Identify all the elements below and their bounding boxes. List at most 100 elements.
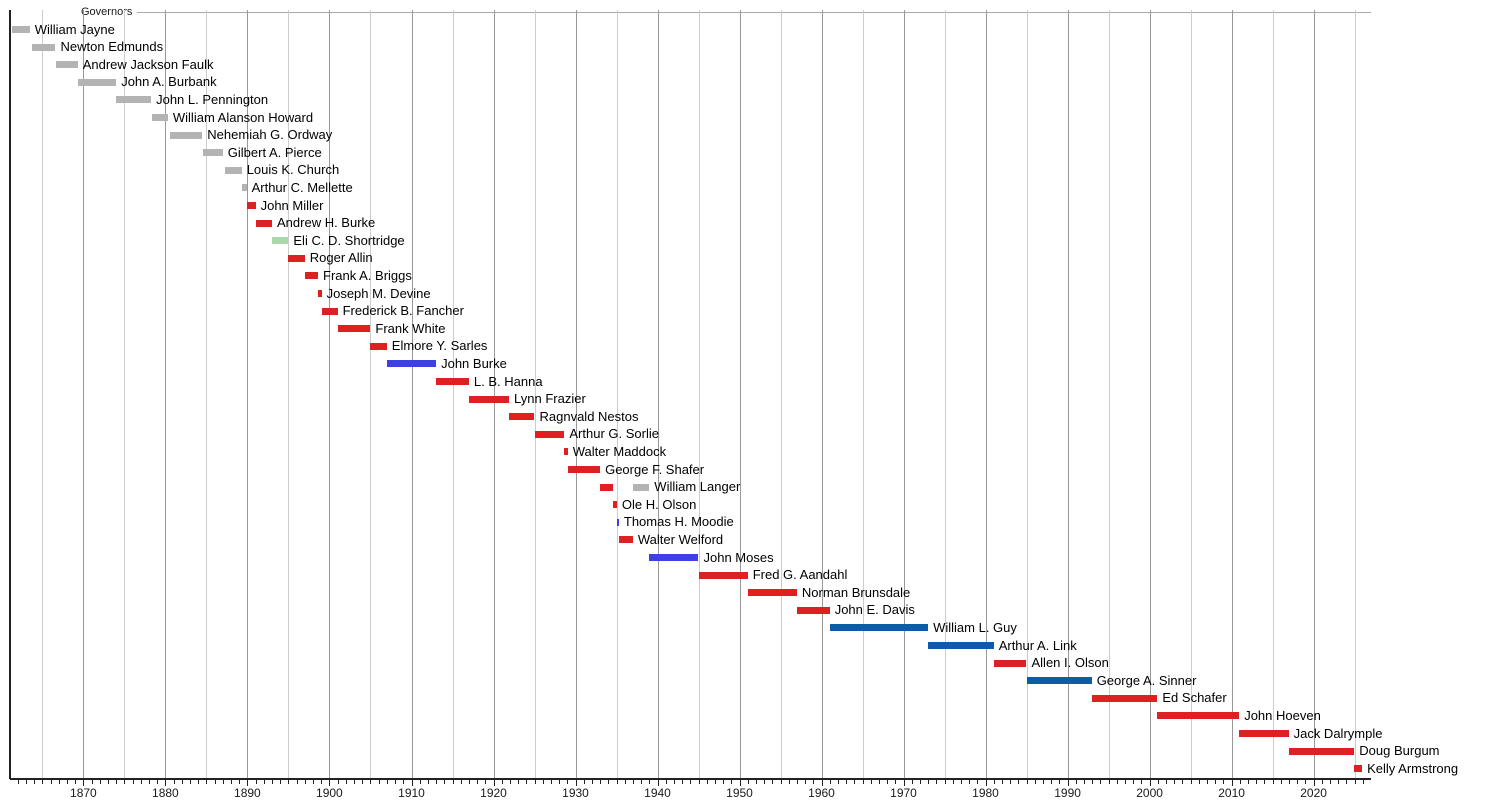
- axis-tick: [829, 780, 831, 784]
- governor-name-label: Elmore Y. Sarles: [391, 338, 488, 354]
- axis-tick: [1248, 780, 1249, 784]
- axis-tick: [296, 780, 298, 784]
- axis-tick: [903, 780, 905, 786]
- axis-tick: [780, 780, 782, 784]
- governor-name-label: Allen I. Olson: [1031, 655, 1109, 671]
- axis-tick: [157, 780, 159, 784]
- axis-tick: [124, 780, 126, 784]
- axis-tick: [1321, 780, 1323, 784]
- axis-tick: [772, 780, 774, 784]
- axis-tick: [247, 780, 249, 786]
- governor-name-label: Louis K. Church: [246, 162, 340, 178]
- axis-tick: [345, 780, 347, 784]
- governor-name-label: Ole H. Olson: [621, 496, 697, 512]
- governor-name-label: Arthur A. Link: [998, 637, 1077, 653]
- term-bar: [829, 624, 929, 632]
- axis-tick: [1100, 780, 1102, 784]
- axis-tick: [26, 780, 27, 784]
- decade-gridline: [1067, 10, 1069, 778]
- axis-tick: [403, 780, 405, 784]
- axis-tick: [1231, 780, 1233, 786]
- axis-tick: [485, 780, 487, 784]
- term-bar: [618, 536, 633, 544]
- governor-name-label: Andrew Jackson Faulk: [82, 56, 214, 72]
- term-bar: [169, 131, 203, 139]
- governor-name-label: William Alanson Howard: [172, 109, 314, 125]
- axis-tick: [887, 780, 889, 784]
- axis-tick: [42, 780, 44, 784]
- axis-tick: [1346, 780, 1348, 784]
- axis-tick: [190, 780, 191, 784]
- axis-tick: [395, 780, 396, 784]
- minor-gridline: [944, 10, 946, 778]
- governor-name-label: George F. Shafer: [605, 461, 705, 477]
- governor-name-label: Andrew H. Burke: [277, 215, 376, 231]
- axis-tick: [173, 780, 175, 784]
- axis-tick: [1256, 780, 1258, 784]
- axis-tick: [231, 780, 232, 784]
- axis-tick: [362, 780, 364, 784]
- axis-tick: [181, 780, 183, 784]
- minor-gridline: [780, 10, 782, 778]
- term-bar: [649, 554, 699, 561]
- axis-tick: [460, 780, 462, 784]
- term-bar: [241, 184, 247, 192]
- axis-tick: [641, 780, 643, 784]
- plot-left-border: [9, 10, 11, 779]
- axis-tick: [550, 780, 552, 784]
- axis-tick: [493, 780, 495, 786]
- axis-tick: [378, 780, 380, 784]
- axis-tick: [140, 780, 142, 784]
- axis-tick: [706, 780, 708, 784]
- axis-tick: [1042, 780, 1044, 784]
- year-tick-label: 1970: [890, 786, 917, 800]
- minor-gridline: [42, 10, 44, 778]
- axis-tick: [50, 780, 52, 784]
- axis-tick: [731, 780, 733, 784]
- axis-tick: [1264, 780, 1266, 784]
- axis-tick: [272, 780, 273, 784]
- governor-name-label: John Miller: [260, 197, 324, 213]
- axis-tick: [542, 780, 544, 784]
- axis-tick: [960, 780, 962, 784]
- term-bar: [224, 166, 242, 174]
- axis-tick: [255, 780, 257, 784]
- axis-tick: [99, 780, 101, 784]
- term-bar: [613, 501, 617, 509]
- title-rule-line: [137, 12, 1371, 13]
- axis-tick: [624, 780, 626, 784]
- governor-name-label: Joseph M. Devine: [326, 285, 431, 301]
- governor-name-label: Thomas H. Moodie: [623, 514, 734, 530]
- term-bar: [1026, 677, 1092, 685]
- axis-tick: [1067, 780, 1069, 786]
- governor-name-label: Frank White: [375, 320, 446, 336]
- axis-tick: [214, 780, 216, 784]
- axis-tick: [936, 780, 938, 784]
- term-bar: [272, 237, 289, 245]
- minor-gridline: [124, 10, 126, 778]
- axis-tick: [895, 780, 897, 784]
- axis-tick: [501, 780, 503, 784]
- axis-tick: [1034, 780, 1036, 784]
- axis-tick: [1141, 780, 1143, 784]
- decade-gridline: [739, 10, 741, 778]
- year-tick-label: 1920: [480, 786, 507, 800]
- axis-tick: [206, 780, 208, 784]
- axis-tick: [1198, 780, 1200, 784]
- axis-tick: [862, 780, 864, 784]
- axis-tick: [575, 780, 577, 786]
- axis-tick: [222, 780, 224, 784]
- axis-tick: [682, 780, 684, 784]
- governor-name-label: Lynn Frazier: [514, 391, 586, 407]
- decade-gridline: [165, 10, 167, 778]
- minor-gridline: [206, 10, 208, 778]
- axis-tick: [837, 780, 839, 784]
- axis-tick: [165, 780, 167, 786]
- term-bar: [288, 254, 305, 262]
- axis-tick: [632, 780, 634, 784]
- axis-tick: [755, 780, 757, 784]
- axis-tick: [788, 780, 790, 784]
- axis-tick: [1190, 780, 1192, 784]
- axis-tick: [304, 780, 306, 784]
